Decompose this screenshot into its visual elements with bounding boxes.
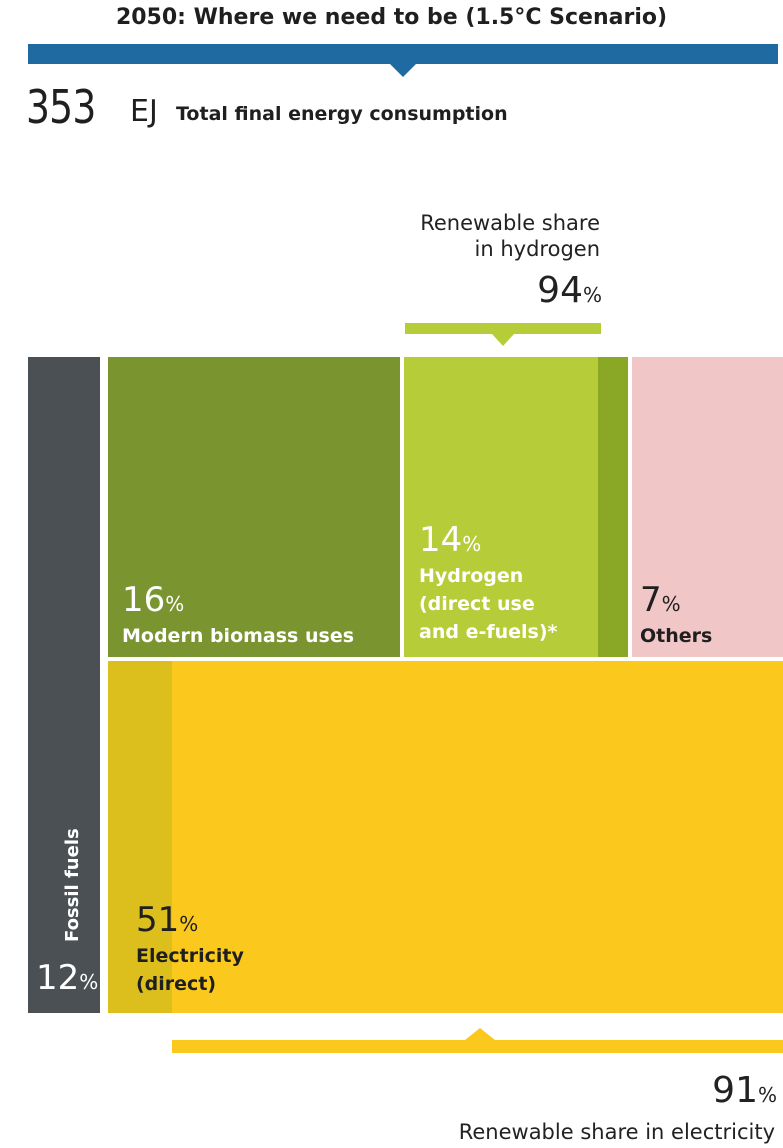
biomass-pct: 16% bbox=[122, 582, 354, 622]
electricity-pct-unit: % bbox=[179, 912, 199, 936]
hydrogen-name-line3: and e-fuels)* bbox=[419, 621, 558, 643]
hydrogen-share-label-line1: Renewable share bbox=[420, 211, 600, 235]
others-pct-unit: % bbox=[661, 592, 681, 616]
hydrogen-label-group: 14% Hydrogen (direct use and e-fuels)* bbox=[419, 522, 557, 646]
header-bar-line bbox=[28, 44, 778, 64]
biomass-pct-unit: % bbox=[165, 592, 185, 616]
hydrogen-nonrenewable-strip bbox=[598, 357, 628, 657]
electricity-bracket bbox=[172, 1040, 783, 1053]
fossil-fuels-label: Fossil fuels bbox=[62, 828, 83, 942]
electricity-share-number: 91 bbox=[712, 1070, 758, 1111]
total-value: 353 bbox=[26, 80, 96, 134]
electricity-share-label: Renewable share in electricity bbox=[458, 1120, 775, 1144]
electricity-pct-number: 51 bbox=[136, 900, 180, 940]
fossil-fuels-pct-number: 12 bbox=[36, 958, 80, 998]
hydrogen-pct: 14% bbox=[419, 522, 557, 562]
hydrogen-share-unit: % bbox=[582, 283, 602, 307]
hydrogen-share-label-line2: in hydrogen bbox=[474, 237, 600, 261]
total-unit: EJ bbox=[130, 94, 158, 129]
total-block: 353 EJ Total final energy consumption bbox=[26, 80, 508, 134]
hydrogen-block bbox=[404, 357, 600, 657]
header-bar bbox=[28, 44, 778, 77]
others-label-group: 7% Others bbox=[640, 582, 712, 650]
total-label: Total final energy consumption bbox=[176, 103, 508, 125]
fossil-fuels-block bbox=[28, 357, 100, 1013]
fossil-fuels-pct: 12% bbox=[36, 960, 98, 1000]
hydrogen-name-line1: Hydrogen bbox=[419, 565, 524, 587]
biomass-name: Modern biomass uses bbox=[122, 625, 355, 647]
electricity-share-value: 91% bbox=[577, 1070, 777, 1111]
electricity-share-unit: % bbox=[757, 1083, 777, 1107]
hydrogen-share-number: 94 bbox=[537, 270, 583, 311]
electricity-bracket-notch bbox=[465, 1028, 495, 1040]
hydrogen-bracket bbox=[405, 323, 601, 334]
electricity-nonrenewable-strip bbox=[108, 661, 172, 1013]
hydrogen-bracket-notch bbox=[492, 334, 514, 346]
hydrogen-pct-unit: % bbox=[462, 532, 482, 556]
biomass-label-group: 16% Modern biomass uses bbox=[122, 582, 354, 650]
electricity-pct: 51% bbox=[136, 902, 244, 942]
header-bar-notch bbox=[390, 64, 416, 77]
hydrogen-share-label: Renewable share in hydrogen bbox=[300, 210, 600, 262]
biomass-pct-number: 16 bbox=[122, 580, 166, 620]
others-pct: 7% bbox=[640, 582, 712, 622]
electricity-block bbox=[108, 661, 783, 1013]
others-name: Others bbox=[640, 625, 713, 647]
hydrogen-share-value: 94% bbox=[402, 270, 602, 311]
electricity-name-line2: (direct) bbox=[136, 973, 217, 995]
electricity-label-group: 51% Electricity (direct) bbox=[136, 902, 244, 998]
others-pct-number: 7 bbox=[640, 580, 662, 620]
biomass-block bbox=[108, 357, 400, 657]
hydrogen-pct-number: 14 bbox=[419, 520, 463, 560]
others-block bbox=[632, 357, 783, 657]
electricity-name-line1: Electricity bbox=[136, 945, 244, 967]
hydrogen-name-line2: (direct use bbox=[419, 593, 535, 615]
chart-title: 2050: Where we need to be (1.5°C Scenari… bbox=[115, 5, 668, 30]
fossil-fuels-pct-unit: % bbox=[79, 970, 99, 994]
